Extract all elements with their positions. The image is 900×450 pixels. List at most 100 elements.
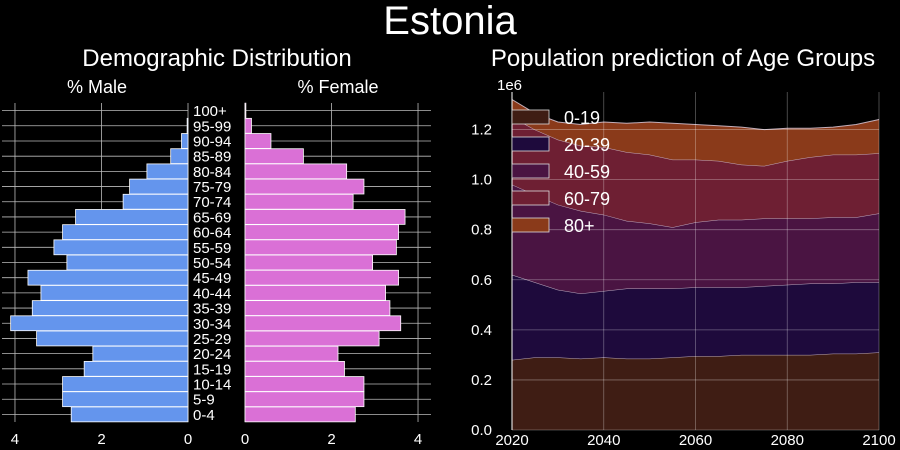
legend-swatch (511, 217, 550, 233)
area-ticks: 2020 2040 2060 2080 2100 0.0 0.2 0.4 0.6 0.8 1.0 1.… (471, 122, 896, 449)
age-group-label: 45-49 (193, 270, 231, 287)
age-group-label: 20-24 (193, 346, 231, 363)
age-group-label: 50-54 (193, 255, 231, 272)
female-bar (244, 193, 354, 210)
pyramid-x-ticks: 0 0 2 2 4 4 (11, 431, 422, 448)
legend-label: 20-39 (564, 135, 610, 155)
age-group-label: 5-9 (193, 392, 215, 409)
age-group-label: 10-14 (193, 377, 231, 394)
area-x-tick-label: 2100 (862, 432, 895, 449)
area-band (512, 117, 879, 228)
female-bar (244, 133, 272, 149)
male-axis-label: % Male (67, 77, 127, 97)
area-series (511, 99, 880, 430)
male-bar (66, 254, 189, 271)
female-bar (244, 163, 348, 180)
male-bars (10, 117, 189, 423)
male-x-tick-label: 2 (97, 431, 105, 448)
area-x-tick-label: 2020 (495, 432, 528, 449)
age-group-labels: 0-45-910-1415-1920-2425-2930-3435-3940-4… (193, 103, 231, 424)
female-bar (244, 102, 247, 119)
age-group-label: 70-74 (193, 194, 231, 211)
area-y-tick-label: 0.6 (471, 272, 492, 289)
area-y-tick-label: 0.0 (471, 422, 492, 439)
male-bar (62, 391, 189, 408)
male-bar (92, 345, 189, 362)
female-x-tick-label: 4 (414, 431, 422, 448)
pyramid-title: Demographic Distribution (82, 45, 351, 72)
female-bar (244, 315, 402, 332)
area-x-tick-label: 2040 (587, 432, 620, 449)
area-y-tick-label: 0.2 (471, 372, 492, 389)
female-bar (244, 300, 391, 316)
female-bar (244, 391, 365, 408)
male-bar (62, 376, 189, 392)
male-bar (70, 406, 189, 423)
female-bars (244, 102, 406, 423)
y-multiplier-label: 1e6 (497, 77, 522, 94)
male-bar (129, 178, 189, 195)
female-bar (244, 254, 374, 271)
age-group-label: 25-29 (193, 331, 231, 348)
female-x-tick-label: 0 (241, 431, 249, 448)
female-bar (244, 209, 406, 225)
male-bar (10, 315, 189, 332)
legend-swatch (511, 136, 550, 152)
age-group-label: 35-39 (193, 301, 231, 318)
legend-label: 80+ (564, 216, 595, 236)
male-bar (146, 163, 189, 180)
female-bar (244, 178, 365, 195)
male-bar (27, 269, 189, 286)
legend-label: 0-19 (564, 108, 600, 128)
male-bar (40, 285, 189, 301)
female-bar (244, 406, 356, 423)
male-bar (83, 360, 189, 377)
legend-label: 40-59 (564, 162, 610, 182)
area-band (512, 99, 879, 166)
female-bar (244, 117, 252, 134)
population-prediction-chart: Population prediction of Age Groups 1e6 … (471, 45, 896, 449)
area-band (512, 352, 879, 430)
male-bar (122, 193, 189, 210)
area-band (512, 274, 879, 360)
legend-swatch (511, 163, 550, 179)
female-x-tick-label: 2 (327, 431, 335, 448)
male-bar (181, 133, 189, 149)
female-bar (244, 376, 365, 392)
age-group-label: 65-69 (193, 209, 231, 226)
male-bar (170, 148, 189, 165)
female-bar (244, 239, 397, 256)
male-bar (36, 330, 189, 347)
female-bar (244, 330, 380, 347)
area-band (512, 184, 879, 294)
area-y-tick-label: 1.0 (471, 172, 492, 189)
male-bar (62, 224, 189, 240)
age-group-label: 80-84 (193, 164, 231, 181)
male-x-tick-label: 0 (184, 431, 192, 448)
age-group-label: 55-59 (193, 240, 231, 257)
legend-swatch (511, 109, 550, 125)
male-bar (31, 300, 189, 316)
age-group-label: 100+ (193, 103, 227, 120)
female-bar (244, 345, 339, 362)
male-bar (75, 209, 189, 225)
age-group-label: 60-64 (193, 225, 231, 242)
area-legend: 0-19 20-39 40-59 60-79 80+ (511, 108, 610, 236)
age-group-label: 95-99 (193, 118, 231, 135)
area-title: Population prediction of Age Groups (491, 45, 875, 72)
female-axis-label: % Female (297, 77, 378, 97)
male-bar (186, 117, 189, 134)
age-group-label: 15-19 (193, 361, 231, 378)
male-bar (53, 239, 189, 256)
figure-title: Estonia (383, 0, 517, 43)
area-x-tick-label: 2080 (771, 432, 804, 449)
age-group-label: 30-34 (193, 316, 231, 333)
area-y-tick-label: 0.4 (471, 322, 492, 339)
female-bar (244, 148, 304, 165)
area-band-edge (511, 99, 880, 131)
age-group-label: 75-79 (193, 179, 231, 196)
legend-label: 60-79 (564, 189, 610, 209)
female-bar (244, 360, 345, 377)
area-y-tick-label: 0.8 (471, 222, 492, 239)
